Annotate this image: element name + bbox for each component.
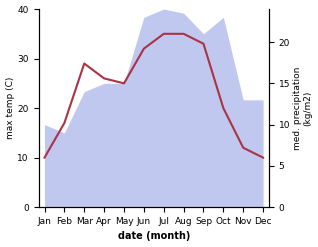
X-axis label: date (month): date (month) — [118, 231, 190, 242]
Y-axis label: max temp (C): max temp (C) — [5, 77, 15, 139]
Y-axis label: med. precipitation
(kg/m2): med. precipitation (kg/m2) — [293, 66, 313, 150]
